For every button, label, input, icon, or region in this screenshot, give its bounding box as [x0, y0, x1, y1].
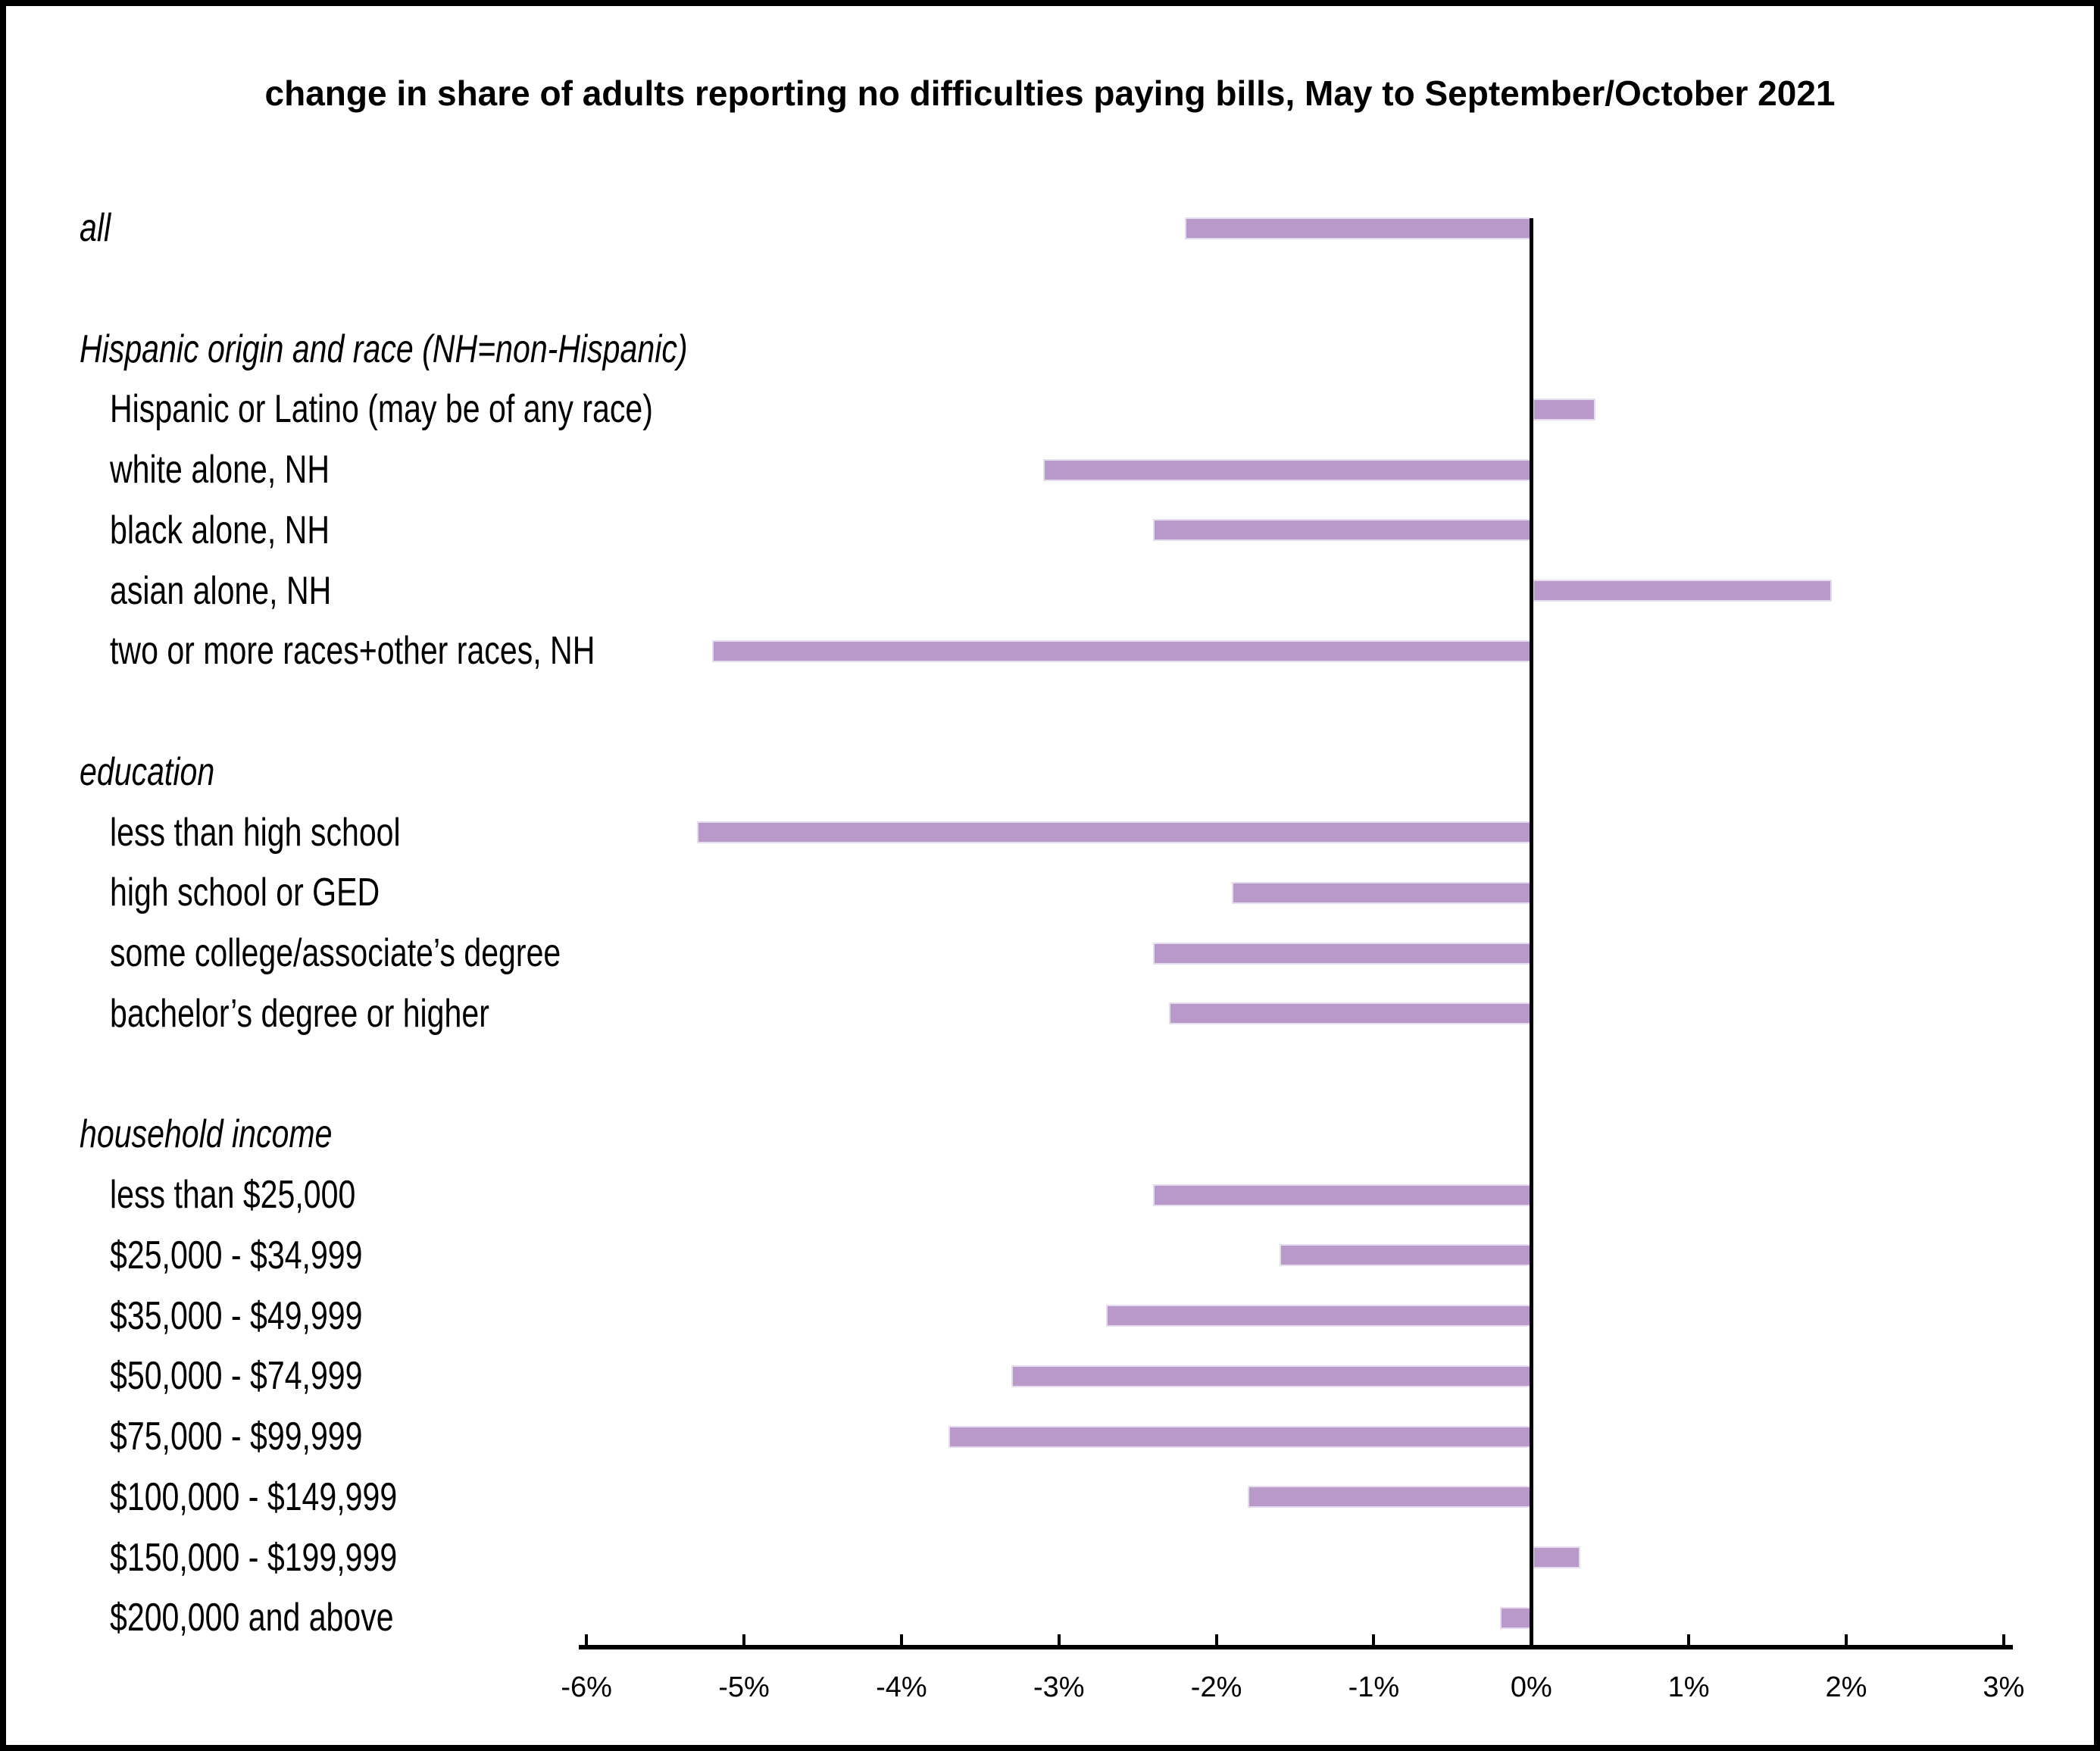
- row-label-text: less than $25,000: [110, 1173, 356, 1217]
- row-label-text: Hispanic or Latino (may be of any race): [110, 387, 653, 432]
- x-axis-line: [579, 1645, 2013, 1649]
- bar: [1153, 519, 1532, 542]
- row-label: two or more races+other races, NH: [110, 629, 724, 673]
- x-tick: [1687, 1634, 1691, 1645]
- bar: [1533, 398, 1596, 421]
- row-label: less than $25,000: [110, 1173, 421, 1217]
- x-tick: [899, 1634, 903, 1645]
- x-tick: [1057, 1634, 1061, 1645]
- row-label: $35,000 - $49,999: [110, 1294, 430, 1338]
- x-tick-label: 3%: [1983, 1671, 2025, 1703]
- x-tick-label: -6%: [561, 1671, 612, 1703]
- bar: [712, 639, 1532, 662]
- row-label: all: [80, 206, 119, 250]
- x-tick: [1214, 1634, 1218, 1645]
- bar: [1533, 1546, 1580, 1568]
- bar: [1011, 1365, 1532, 1387]
- x-tick-label: -4%: [876, 1671, 927, 1703]
- chart-title: change in share of adults reporting no d…: [264, 73, 1836, 113]
- row-label-text: Hispanic origin and race (NH=non-Hispani…: [80, 327, 688, 371]
- row-label: $50,000 - $74,999: [110, 1354, 430, 1398]
- row-label: $150,000 - $199,999: [110, 1536, 473, 1580]
- row-label-text: $150,000 - $199,999: [110, 1535, 398, 1580]
- row-label: Hispanic or Latino (may be of any race): [110, 387, 798, 431]
- bar: [1153, 1183, 1532, 1206]
- row-label: white alone, NH: [110, 448, 388, 492]
- row-label: bachelor’s degree or higher: [110, 992, 590, 1036]
- section-header-label: household income: [80, 1112, 399, 1156]
- zero-baseline: [1529, 218, 1533, 1649]
- x-tick: [1845, 1634, 1848, 1645]
- row-label-text: $75,000 - $99,999: [110, 1415, 363, 1459]
- row-label: $75,000 - $99,999: [110, 1415, 430, 1459]
- row-label-text: $100,000 - $149,999: [110, 1474, 398, 1519]
- x-tick-label: 1%: [1667, 1671, 1710, 1703]
- row-label-text: some college/associate’s degree: [110, 931, 561, 975]
- bar: [1042, 458, 1532, 481]
- row-label: $25,000 - $34,999: [110, 1234, 430, 1277]
- bar: [1169, 1002, 1532, 1025]
- section-header-label: Hispanic origin and race (NH=non-Hispani…: [80, 327, 849, 371]
- bar: [1106, 1305, 1532, 1327]
- row-label: asian alone, NH: [110, 569, 390, 613]
- row-label: high school or GED: [110, 871, 452, 915]
- row-label-text: education: [80, 749, 215, 794]
- row-label: $200,000 and above: [110, 1596, 469, 1640]
- row-label-text: $25,000 - $34,999: [110, 1233, 363, 1277]
- bar: [1232, 881, 1532, 904]
- bar: [1185, 217, 1532, 239]
- x-tick: [742, 1634, 746, 1645]
- x-tick: [1372, 1634, 1376, 1645]
- row-label-text: $35,000 - $49,999: [110, 1293, 363, 1338]
- row-label: less than high school: [110, 811, 478, 855]
- row-label-text: less than high school: [110, 810, 401, 855]
- row-label-text: all: [80, 206, 111, 250]
- bar: [1499, 1606, 1532, 1629]
- x-tick-label: 2%: [1825, 1671, 1867, 1703]
- section-header-label: education: [80, 750, 251, 794]
- row-label: $100,000 - $149,999: [110, 1475, 473, 1519]
- row-label-text: bachelor’s degree or higher: [110, 991, 489, 1036]
- x-tick-label: 0%: [1510, 1671, 1552, 1703]
- bar: [1248, 1486, 1532, 1509]
- bar: [696, 821, 1532, 843]
- row-label: black alone, NH: [110, 508, 388, 552]
- x-tick-label: -1%: [1348, 1671, 1400, 1703]
- x-tick-label: -3%: [1033, 1671, 1085, 1703]
- x-tick-label: -2%: [1190, 1671, 1242, 1703]
- row-label-text: $200,000 and above: [110, 1596, 394, 1640]
- x-tick: [2002, 1634, 2005, 1645]
- row-label-text: $50,000 - $74,999: [110, 1354, 363, 1399]
- row-label-text: high school or GED: [110, 871, 380, 915]
- row-label-text: two or more races+other races, NH: [110, 629, 595, 674]
- row-label-text: household income: [80, 1112, 333, 1157]
- x-tick: [585, 1634, 589, 1645]
- row-label-text: black alone, NH: [110, 508, 330, 552]
- bar: [1279, 1244, 1532, 1267]
- x-tick-label: -5%: [718, 1671, 770, 1703]
- row-label-text: asian alone, NH: [110, 568, 332, 613]
- bar: [948, 1425, 1532, 1448]
- row-label-text: white alone, NH: [110, 448, 330, 492]
- bar: [1533, 580, 1833, 602]
- bar: [1153, 942, 1532, 965]
- row-label: some college/associate’s degree: [110, 931, 681, 975]
